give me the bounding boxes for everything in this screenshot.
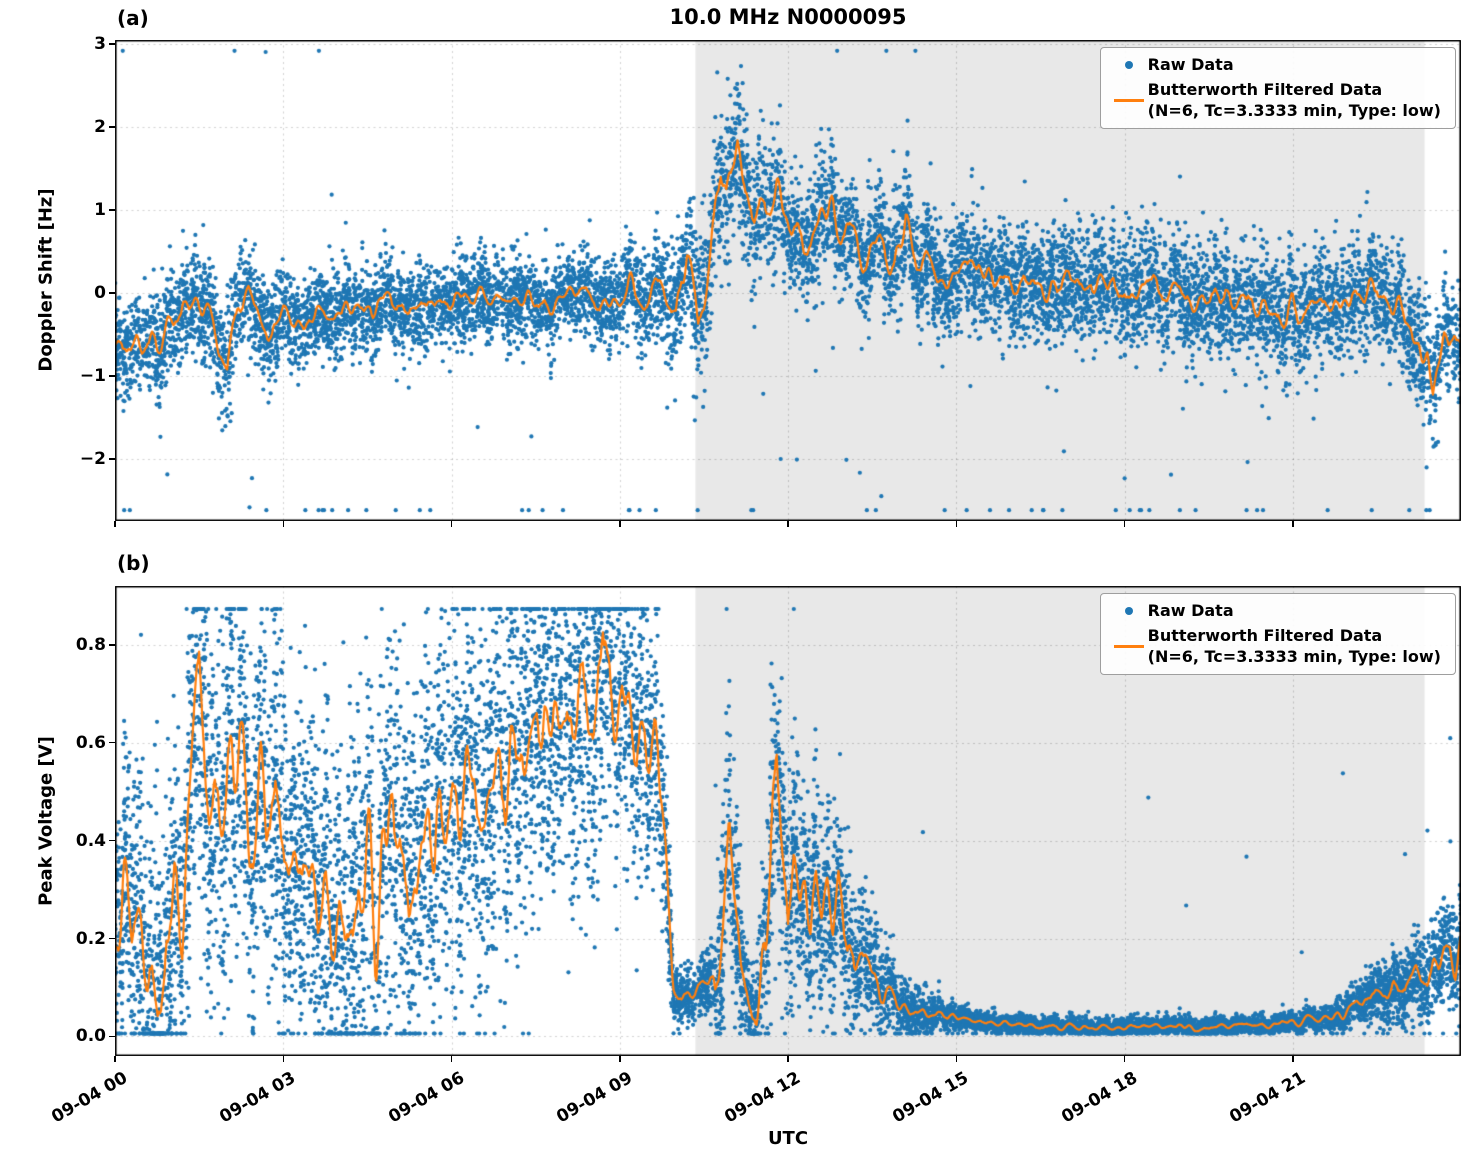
- y-tick-mark: [109, 839, 115, 842]
- x-tick-mark: [619, 1056, 621, 1062]
- raw-data-marker-icon: [1110, 61, 1148, 70]
- y-tick-label: 0.8: [75, 634, 106, 655]
- y-tick-label: 0.4: [75, 830, 106, 851]
- legend-filtered-label: Butterworth Filtered Data: [1147, 79, 1383, 99]
- x-tick-mark: [1123, 521, 1126, 527]
- x-tick-label: 09-04 09: [553, 1068, 636, 1128]
- y-tick-mark: [109, 458, 115, 460]
- panel-b-label: (b): [117, 551, 150, 575]
- y-tick-mark: [109, 375, 115, 377]
- filtered-line-marker-icon: [1110, 645, 1148, 649]
- raw-data-marker-icon: [1110, 607, 1148, 616]
- y-tick-mark: [109, 292, 115, 294]
- y-tick-mark: [109, 43, 115, 45]
- doppler-y-axis-label: Doppler Shift [Hz]: [35, 188, 57, 372]
- x-tick-mark: [955, 1056, 957, 1062]
- y-tick-label: 0.2: [75, 928, 106, 949]
- x-tick-label: 09-04 06: [384, 1068, 468, 1128]
- x-tick-mark: [1292, 1056, 1294, 1062]
- y-tick-label: 2: [94, 117, 106, 138]
- chart-title: 10.0 MHz N0000095: [669, 5, 907, 29]
- legend-raw-label: Raw Data: [1147, 601, 1234, 620]
- x-tick-mark: [955, 521, 957, 527]
- x-tick-mark: [450, 521, 453, 527]
- filtered-line-marker-icon: [1110, 99, 1148, 103]
- y-tick-label: 1: [94, 200, 106, 220]
- x-tick-mark: [114, 1056, 116, 1062]
- x-tick-mark: [450, 1056, 453, 1062]
- y-tick-mark: [109, 126, 115, 128]
- x-axis-label: UTC: [767, 1128, 809, 1149]
- y-tick-label: 0.0: [75, 1026, 106, 1047]
- legend-filtered-entry: Butterworth Filtered Data (N=6, Tc=3.333…: [1110, 80, 1441, 122]
- panel-a-label: (a): [117, 6, 149, 30]
- x-tick-mark: [282, 1056, 284, 1062]
- voltage-y-axis-label: Peak Voltage [V]: [35, 736, 57, 906]
- legend-filtered-sublabel: (N=6, Tc=3.3333 min, Type: low): [1147, 100, 1441, 120]
- y-tick-label: 0: [94, 282, 106, 303]
- x-tick-label: 09-04 18: [1057, 1068, 1141, 1128]
- y-tick-mark: [109, 937, 115, 940]
- x-tick-label: 09-04 12: [721, 1068, 804, 1128]
- y-tick-mark: [109, 209, 115, 211]
- x-tick-label: 09-04 03: [216, 1068, 300, 1128]
- legend-panel-a: Raw Data Butterworth Filtered Data (N=6,…: [1099, 47, 1456, 130]
- x-tick-mark: [1123, 1056, 1126, 1062]
- legend-raw-entry: Raw Data: [1110, 601, 1441, 622]
- x-tick-mark: [114, 521, 116, 527]
- legend-raw-label: Raw Data: [1147, 55, 1234, 74]
- y-tick-mark: [109, 644, 115, 646]
- x-tick-label: 09-04 15: [889, 1068, 973, 1128]
- y-tick-label: 3: [94, 34, 106, 55]
- y-tick-label: −2: [79, 448, 106, 469]
- x-tick-mark: [619, 521, 621, 527]
- y-tick-mark: [109, 741, 115, 744]
- legend-filtered-entry: Butterworth Filtered Data (N=6, Tc=3.333…: [1110, 626, 1441, 668]
- x-tick-mark: [787, 1056, 789, 1062]
- legend-filtered-label: Butterworth Filtered Data: [1147, 625, 1383, 645]
- y-tick-label: 0.6: [75, 732, 106, 753]
- legend-filtered-sublabel: (N=6, Tc=3.3333 min, Type: low): [1147, 646, 1441, 666]
- y-tick-label: −1: [79, 365, 106, 386]
- y-tick-mark: [109, 1035, 115, 1038]
- x-tick-mark: [282, 521, 284, 527]
- legend-raw-entry: Raw Data: [1110, 55, 1441, 76]
- x-tick-label: 09-04 21: [1226, 1068, 1309, 1128]
- legend-panel-b: Raw Data Butterworth Filtered Data (N=6,…: [1099, 593, 1456, 676]
- x-tick-label: 09-04 00: [48, 1068, 131, 1128]
- x-tick-mark: [787, 521, 789, 527]
- x-tick-mark: [1292, 521, 1294, 527]
